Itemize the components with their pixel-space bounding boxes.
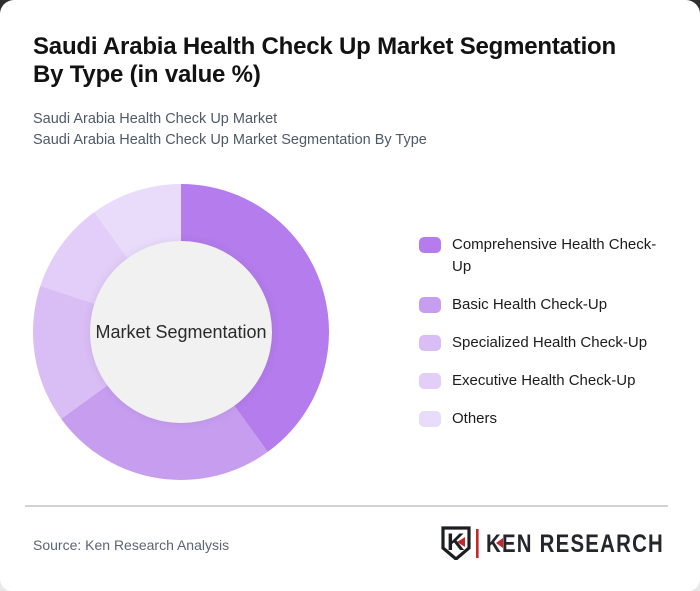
legend-item: Specialized Health Check-Up <box>419 332 677 354</box>
legend-label: Others <box>452 410 498 427</box>
donut-center-label: Market Segmentation <box>95 321 267 342</box>
legend-item: Executive Health Check-Up <box>419 370 677 392</box>
page-title: Saudi Arabia Health Check Up Market Segm… <box>33 33 673 89</box>
legend-swatch-executive <box>419 373 441 389</box>
logo-wordmark: KEN RESEARCH <box>486 530 664 558</box>
subtitle-line-1: Saudi Arabia Health Check Up Market <box>33 111 278 127</box>
donut-center: Market Segmentation <box>90 241 272 423</box>
legend-swatch-specialized <box>419 335 441 351</box>
subtitle-block: Saudi Arabia Health Check Up Market Saud… <box>33 109 673 151</box>
svg-text:K: K <box>447 529 465 556</box>
legend-label: Basic Health Check-Up <box>452 296 608 313</box>
donut-chart: Market Segmentation <box>33 184 329 480</box>
legend-item: Basic Health Check-Up <box>419 294 677 316</box>
ken-research-logo: K KEN RESEARCH <box>440 526 668 560</box>
source-note: Source: Ken Research Analysis <box>33 537 230 553</box>
donut-chart-area: Market Segmentation <box>33 184 329 480</box>
legend-label: Specialized Health Check-Up <box>452 334 648 351</box>
chart-legend: Comprehensive Health Check-Up Basic Heal… <box>419 234 677 430</box>
title-line-1: Saudi Arabia Health Check Up Market Segm… <box>33 33 616 60</box>
title-line-2: By Type (in value %) <box>33 61 261 88</box>
legend-label: Executive Health Check-Up <box>452 372 636 389</box>
subtitle-line-2: Saudi Arabia Health Check Up Market Segm… <box>33 132 427 148</box>
footer-divider <box>25 505 668 507</box>
ken-research-logo-icon: K KEN RESEARCH <box>441 526 664 560</box>
legend-swatch-comprehensive <box>419 237 441 253</box>
legend-label: Comprehensive Health Check-Up <box>452 236 657 275</box>
legend-item: Others <box>419 408 677 430</box>
legend-swatch-others <box>419 411 441 427</box>
legend-swatch-basic <box>419 297 441 313</box>
legend-item: Comprehensive Health Check-Up <box>419 234 677 278</box>
